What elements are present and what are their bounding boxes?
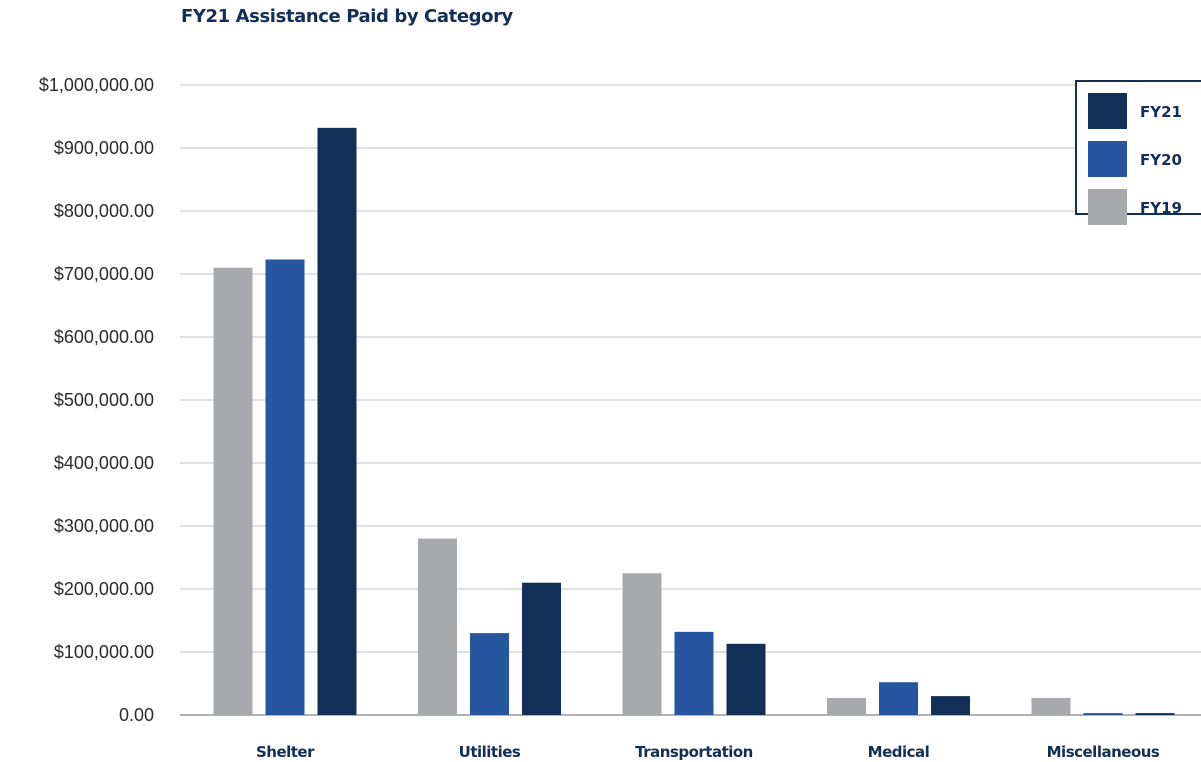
bar-fy19-transportation bbox=[622, 573, 662, 715]
y-tick-label: $900,000.00 bbox=[54, 138, 154, 158]
x-tick-label: Miscellaneous bbox=[1047, 743, 1160, 761]
x-tick-label: Transportation bbox=[635, 743, 753, 761]
y-tick-label: $700,000.00 bbox=[54, 264, 154, 284]
bar-fy21-transportation bbox=[726, 643, 766, 715]
legend-label-fy21: FY21 bbox=[1140, 103, 1182, 121]
bar-fy21-utilities bbox=[522, 582, 561, 715]
legend-swatch-fy21 bbox=[1088, 93, 1127, 129]
y-tick-label: $100,000.00 bbox=[54, 642, 154, 662]
bar-fy20-shelter bbox=[265, 259, 305, 715]
y-tick-label: $800,000.00 bbox=[54, 201, 154, 221]
y-axis-tick-labels: 0.00 $100,000.00 $200,000.00 $300,000.00 $40… bbox=[39, 75, 154, 725]
legend-swatch-fy19 bbox=[1088, 189, 1127, 225]
y-tick-label: $1,000,000.00 bbox=[39, 75, 154, 95]
x-tick-label: Utilities bbox=[459, 743, 521, 761]
x-tick-label: Medical bbox=[868, 743, 930, 761]
legend-swatch-fy20 bbox=[1088, 141, 1127, 177]
legend-label-fy20: FY20 bbox=[1140, 151, 1182, 169]
bar-fy21-miscellaneous bbox=[1135, 713, 1175, 715]
x-tick-label: Shelter bbox=[256, 743, 315, 761]
y-tick-label: $600,000.00 bbox=[54, 327, 154, 347]
bars bbox=[213, 127, 1175, 716]
bar-fy19-utilities bbox=[418, 538, 457, 715]
bar-fy20-miscellaneous bbox=[1083, 713, 1123, 715]
legend: FY21 FY20 FY19 bbox=[1075, 80, 1201, 225]
legend-label-fy19: FY19 bbox=[1140, 199, 1182, 217]
bar-fy21-medical bbox=[931, 696, 970, 715]
y-tick-label: $200,000.00 bbox=[54, 579, 154, 599]
y-tick-label: $500,000.00 bbox=[54, 390, 154, 410]
bar-fy19-miscellaneous bbox=[1031, 697, 1071, 715]
y-tick-label: $300,000.00 bbox=[54, 516, 154, 536]
bar-fy19-medical bbox=[827, 697, 866, 715]
bar-fy20-utilities bbox=[470, 633, 509, 715]
bar-fy20-medical bbox=[879, 682, 918, 715]
bar-fy21-shelter bbox=[317, 127, 357, 716]
bar-fy19-shelter bbox=[213, 267, 253, 715]
chart-title: FY21 Assistance Paid by Category bbox=[181, 6, 513, 27]
y-tick-label: $400,000.00 bbox=[54, 453, 154, 473]
x-axis-tick-labels: Shelter Utilities Transportation Medical Mis… bbox=[256, 743, 1160, 761]
bar-fy20-transportation bbox=[674, 631, 714, 715]
y-tick-label: 0.00 bbox=[119, 705, 154, 725]
